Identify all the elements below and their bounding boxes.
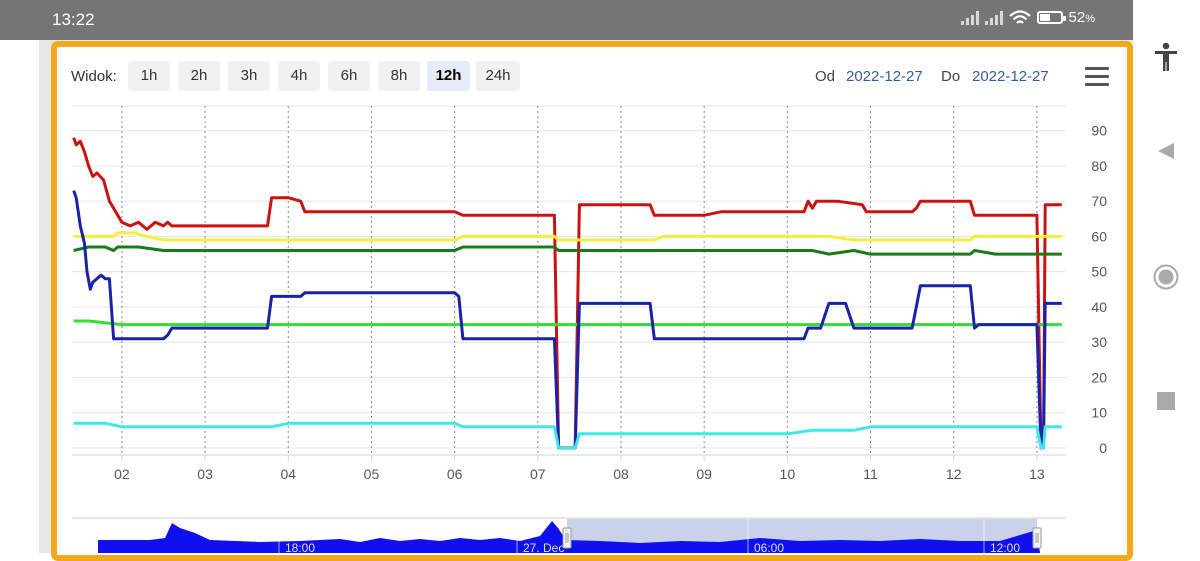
x-tick-label: 11 [863, 466, 878, 482]
navigator-handle-body [1032, 527, 1042, 549]
chart-series [72, 137, 1062, 450]
x-tick-label: 10 [780, 466, 796, 482]
chart-axes: 0 10 20 30 40 50 60 70 80 90 02 03 04 05 06 07 08 09 10 11 1… [72, 123, 1107, 482]
signal-icon [984, 10, 1003, 25]
y-tick-label: 70 [1091, 193, 1107, 209]
series-line-2 [73, 231, 1062, 242]
navigator-handle[interactable] [1032, 527, 1042, 549]
battery-percent: 52% [1068, 9, 1095, 26]
navigator-label: 06:00 [754, 541, 784, 553]
x-tick-label: 08 [613, 466, 629, 482]
home-icon[interactable] [1151, 262, 1181, 292]
status-bar: 13:22 52% [0, 0, 1133, 40]
navigator-series-area [98, 521, 1040, 553]
series-line-6 [73, 421, 1062, 450]
series-line-3 [73, 245, 1062, 256]
series-line-1 [72, 137, 1062, 450]
to-date-input[interactable]: 2022-12-27 [972, 68, 1049, 85]
y-tick-label: 50 [1091, 264, 1107, 280]
from-label: Od [815, 68, 836, 85]
y-tick-label: 40 [1091, 299, 1107, 315]
accessibility-icon[interactable] [1151, 42, 1181, 72]
chart-grid [72, 105, 1066, 455]
y-tick-label: 80 [1091, 158, 1107, 174]
y-tick-label: 0 [1099, 440, 1107, 456]
back-icon[interactable] [1151, 136, 1181, 166]
range-button-6h[interactable]: 6h [328, 61, 370, 91]
status-time: 13:22 [52, 10, 95, 29]
range-button-1h[interactable]: 1h [128, 61, 170, 91]
x-tick-label: 13 [1029, 466, 1045, 482]
navigator-label: 27. Dec [523, 541, 564, 553]
range-button-2h[interactable]: 2h [178, 61, 220, 91]
x-tick-label: 09 [696, 466, 712, 482]
y-tick-label: 10 [1091, 405, 1107, 421]
y-tick-label: 90 [1091, 123, 1107, 139]
chart-navigator[interactable]: 18:00 27. Dec 06:00 12:00 [72, 517, 1066, 553]
range-button-8h[interactable]: 8h [378, 61, 420, 91]
y-tick-label: 60 [1091, 228, 1107, 244]
series-line-4 [73, 319, 1062, 327]
navigation-bar [1133, 0, 1200, 553]
signal-icon [960, 10, 979, 25]
range-button-4h[interactable]: 4h [278, 61, 320, 91]
navigator-handle-body [562, 527, 572, 549]
x-tick-label: 05 [364, 466, 380, 482]
to-label: Do [941, 68, 961, 85]
x-tick-label: 06 [447, 466, 463, 482]
battery-icon [1036, 11, 1066, 24]
recents-icon[interactable] [1151, 386, 1181, 416]
range-button-24h[interactable]: 24h [476, 61, 520, 91]
y-tick-label: 30 [1091, 334, 1107, 350]
navigator-handle[interactable] [562, 527, 572, 549]
series-line-5 [72, 190, 1062, 450]
wifi-icon [1008, 9, 1031, 24]
hamburger-icon[interactable] [1085, 67, 1109, 86]
x-tick-label: 07 [530, 466, 546, 482]
view-label: Widok: [71, 68, 117, 85]
y-tick-label: 20 [1091, 369, 1107, 385]
range-button-3h[interactable]: 3h [228, 61, 270, 91]
x-tick-label: 03 [197, 466, 213, 482]
chart-panel [51, 41, 1133, 561]
x-tick-label: 02 [114, 466, 130, 482]
range-button-12h[interactable]: 12h [427, 61, 470, 91]
navigator-label: 12:00 [990, 541, 1020, 553]
status-icons: 52% [960, 9, 1095, 26]
x-tick-label: 04 [280, 466, 296, 482]
x-tick-label: 12 [946, 466, 962, 482]
from-date-input[interactable]: 2022-12-27 [846, 68, 923, 85]
navigator-label: 18:00 [285, 541, 315, 553]
